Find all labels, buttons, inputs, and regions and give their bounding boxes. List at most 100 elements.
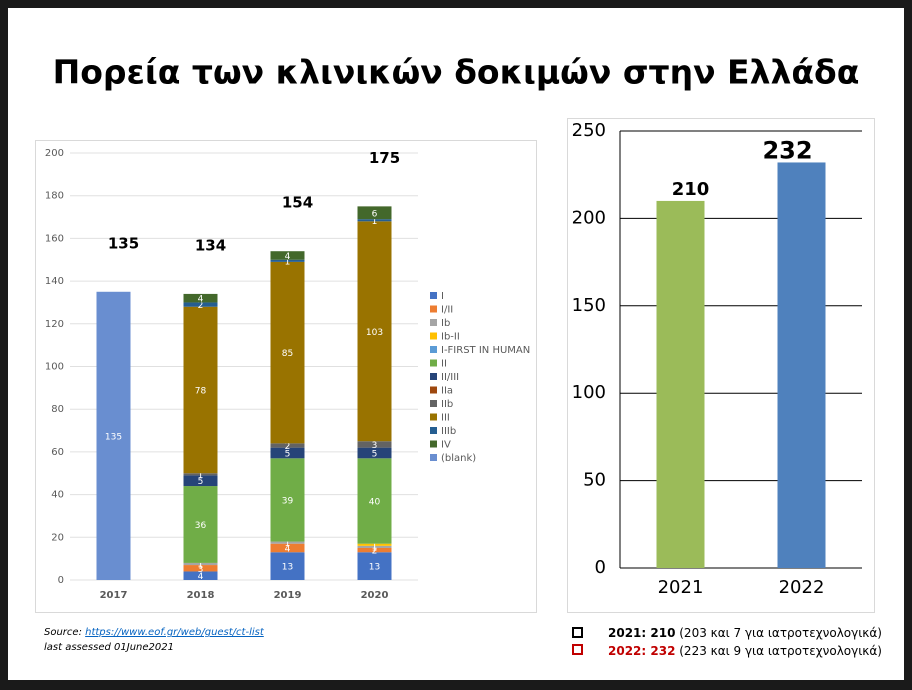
legend-label: IIb	[441, 399, 453, 410]
source-prefix: Source:	[44, 627, 85, 638]
bar-segment	[357, 447, 392, 459]
x-tick-label: 2018	[187, 590, 215, 601]
legend-swatch	[430, 319, 437, 326]
note-detail: (223 και 9 για ιατροτεχνολογικά)	[675, 644, 882, 658]
data-label: 5	[198, 477, 204, 487]
bar-segment	[270, 447, 305, 459]
checkbox	[572, 627, 583, 638]
bar-segment	[357, 206, 392, 220]
legend-swatch	[430, 400, 437, 407]
total-label: 175	[369, 149, 400, 167]
y-tick-label: 160	[45, 233, 64, 244]
y-tick-label: 0	[595, 557, 606, 578]
data-label: 1	[285, 257, 291, 267]
x-tick-label: 2022	[779, 577, 825, 598]
bar-segment	[183, 565, 218, 572]
legend-swatch	[430, 386, 437, 394]
total-label: 135	[108, 234, 139, 252]
data-label: 4	[285, 252, 291, 262]
bar-segment	[357, 441, 392, 448]
bar-segment	[270, 543, 305, 553]
legend-label: I	[441, 291, 444, 302]
legend-swatch	[430, 373, 437, 380]
data-label: 4	[198, 572, 204, 582]
data-label: 6	[372, 209, 378, 219]
data-label: 36	[195, 521, 207, 531]
source: Source: https://www.eof.gr/web/guest/ct-…	[44, 627, 265, 638]
data-label: 1	[372, 541, 378, 551]
y-tick-label: 40	[51, 490, 64, 501]
data-label: 103	[366, 328, 383, 338]
legend-swatch	[430, 359, 437, 367]
note: 2021: 210 (203 και 7 για ιατροτεχνολογικ…	[608, 626, 882, 640]
legend-label: Ib	[441, 318, 450, 329]
data-label: 39	[282, 496, 294, 506]
y-tick-label: 20	[51, 532, 64, 543]
checkbox	[572, 644, 583, 655]
y-tick-label: 180	[45, 191, 64, 202]
y-tick-label: 120	[45, 319, 64, 330]
data-label: 1	[198, 471, 204, 481]
data-label: 2	[198, 301, 204, 311]
bar-segment	[270, 541, 305, 544]
bar-segment	[183, 473, 218, 476]
note-label: 2021: 210	[608, 626, 675, 640]
note-label: 2022: 232	[608, 644, 675, 658]
legend-label: I-FIRST IN HUMAN	[441, 345, 530, 356]
bar-segment	[270, 261, 305, 444]
y-tick-label: 250	[572, 120, 606, 141]
y-tick-label: 150	[572, 295, 606, 316]
data-label: 2	[285, 442, 291, 452]
x-tick-label: 2019	[274, 590, 302, 601]
bar	[777, 162, 826, 569]
bar-segment	[357, 545, 392, 548]
x-tick-label: 2020	[361, 590, 389, 601]
data-label: 1	[285, 539, 291, 549]
bar-segment	[183, 562, 218, 566]
legend-label: (blank)	[441, 453, 476, 464]
y-tick-label: 100	[45, 362, 64, 373]
bar-segment	[357, 458, 392, 544]
legend-swatch	[430, 454, 437, 461]
data-label: 5	[372, 449, 378, 459]
y-tick-label: 60	[51, 447, 64, 458]
bar-segment	[183, 306, 218, 474]
slide-title: Πορεία των κλινικών δοκιμών στην Ελλάδα	[53, 53, 860, 92]
note: 2022: 232 (223 και 9 για ιατροτεχνολογικ…	[608, 644, 882, 658]
bar-segment	[270, 458, 305, 542]
y-tick-label: 50	[583, 470, 606, 491]
y-tick-label: 200	[45, 148, 64, 159]
x-tick-label: 2021	[658, 577, 704, 598]
chart-panel	[567, 118, 875, 613]
legend-label: IIIb	[441, 426, 456, 437]
data-label: 40	[369, 498, 381, 508]
legend-swatch	[430, 427, 437, 434]
data-label: 135	[105, 432, 122, 442]
legend-swatch	[430, 440, 437, 448]
y-tick-label: 0	[58, 575, 64, 586]
bar	[656, 200, 705, 569]
data-label: 78	[195, 386, 207, 396]
legend-swatch	[430, 305, 437, 313]
bar-segment	[357, 547, 392, 553]
y-tick-label: 100	[572, 382, 606, 403]
data-label: 1	[198, 560, 204, 570]
bar-segment	[270, 443, 305, 448]
legend-swatch	[430, 413, 437, 421]
data-label: 85	[282, 349, 293, 359]
bar-segment	[357, 552, 392, 580]
total-label: 154	[282, 194, 313, 212]
data-label: 2	[372, 547, 378, 557]
data-label: 13	[369, 563, 380, 573]
data-label: 1	[372, 543, 378, 553]
legend-swatch	[430, 332, 437, 340]
data-label: 5	[285, 449, 291, 459]
source-link[interactable]: https://www.eof.gr/web/guest/ct-list	[85, 627, 265, 638]
y-tick-label: 200	[572, 207, 606, 228]
legend-label: IIa	[441, 386, 453, 397]
y-tick-label: 80	[51, 404, 64, 415]
note-detail: (203 και 7 για ιατροτεχνολογικά)	[675, 626, 882, 640]
data-label: 232	[762, 136, 812, 164]
bar-segment	[183, 486, 218, 563]
